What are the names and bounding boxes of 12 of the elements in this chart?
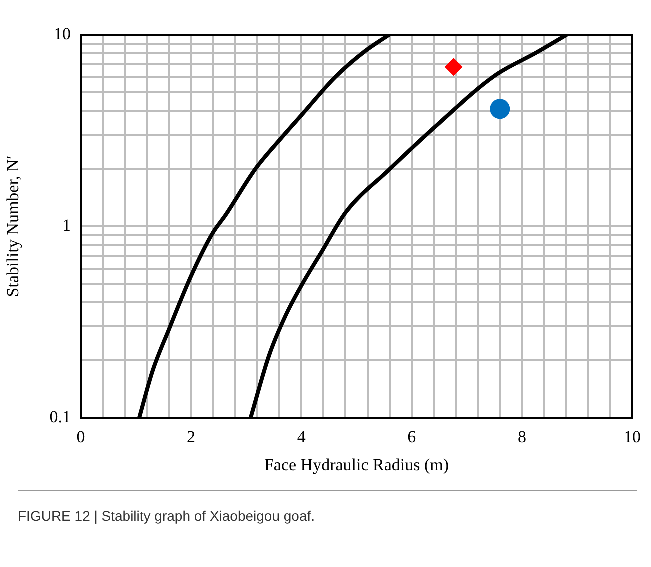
x-tick-label: 2 — [187, 428, 196, 447]
x-tick-label: 10 — [624, 428, 641, 447]
y-tick-label: 0.1 — [50, 407, 71, 426]
y-tick-label: 1 — [62, 216, 71, 235]
x-tick-label: 6 — [408, 428, 416, 447]
y-tick-label: 10 — [54, 24, 71, 44]
caption: FIGURE 12 | Stability graph of Xiaobeigou goaf. — [18, 508, 316, 524]
x-tick-label: 0 — [76, 428, 86, 447]
x-tick-label: 4 — [297, 428, 306, 447]
y-axis-title: Stability Number, N′ — [4, 156, 23, 298]
x-tick-label: 8 — [518, 428, 526, 447]
x-axis-title: Face Hydraulic Radius (m) — [264, 455, 450, 474]
